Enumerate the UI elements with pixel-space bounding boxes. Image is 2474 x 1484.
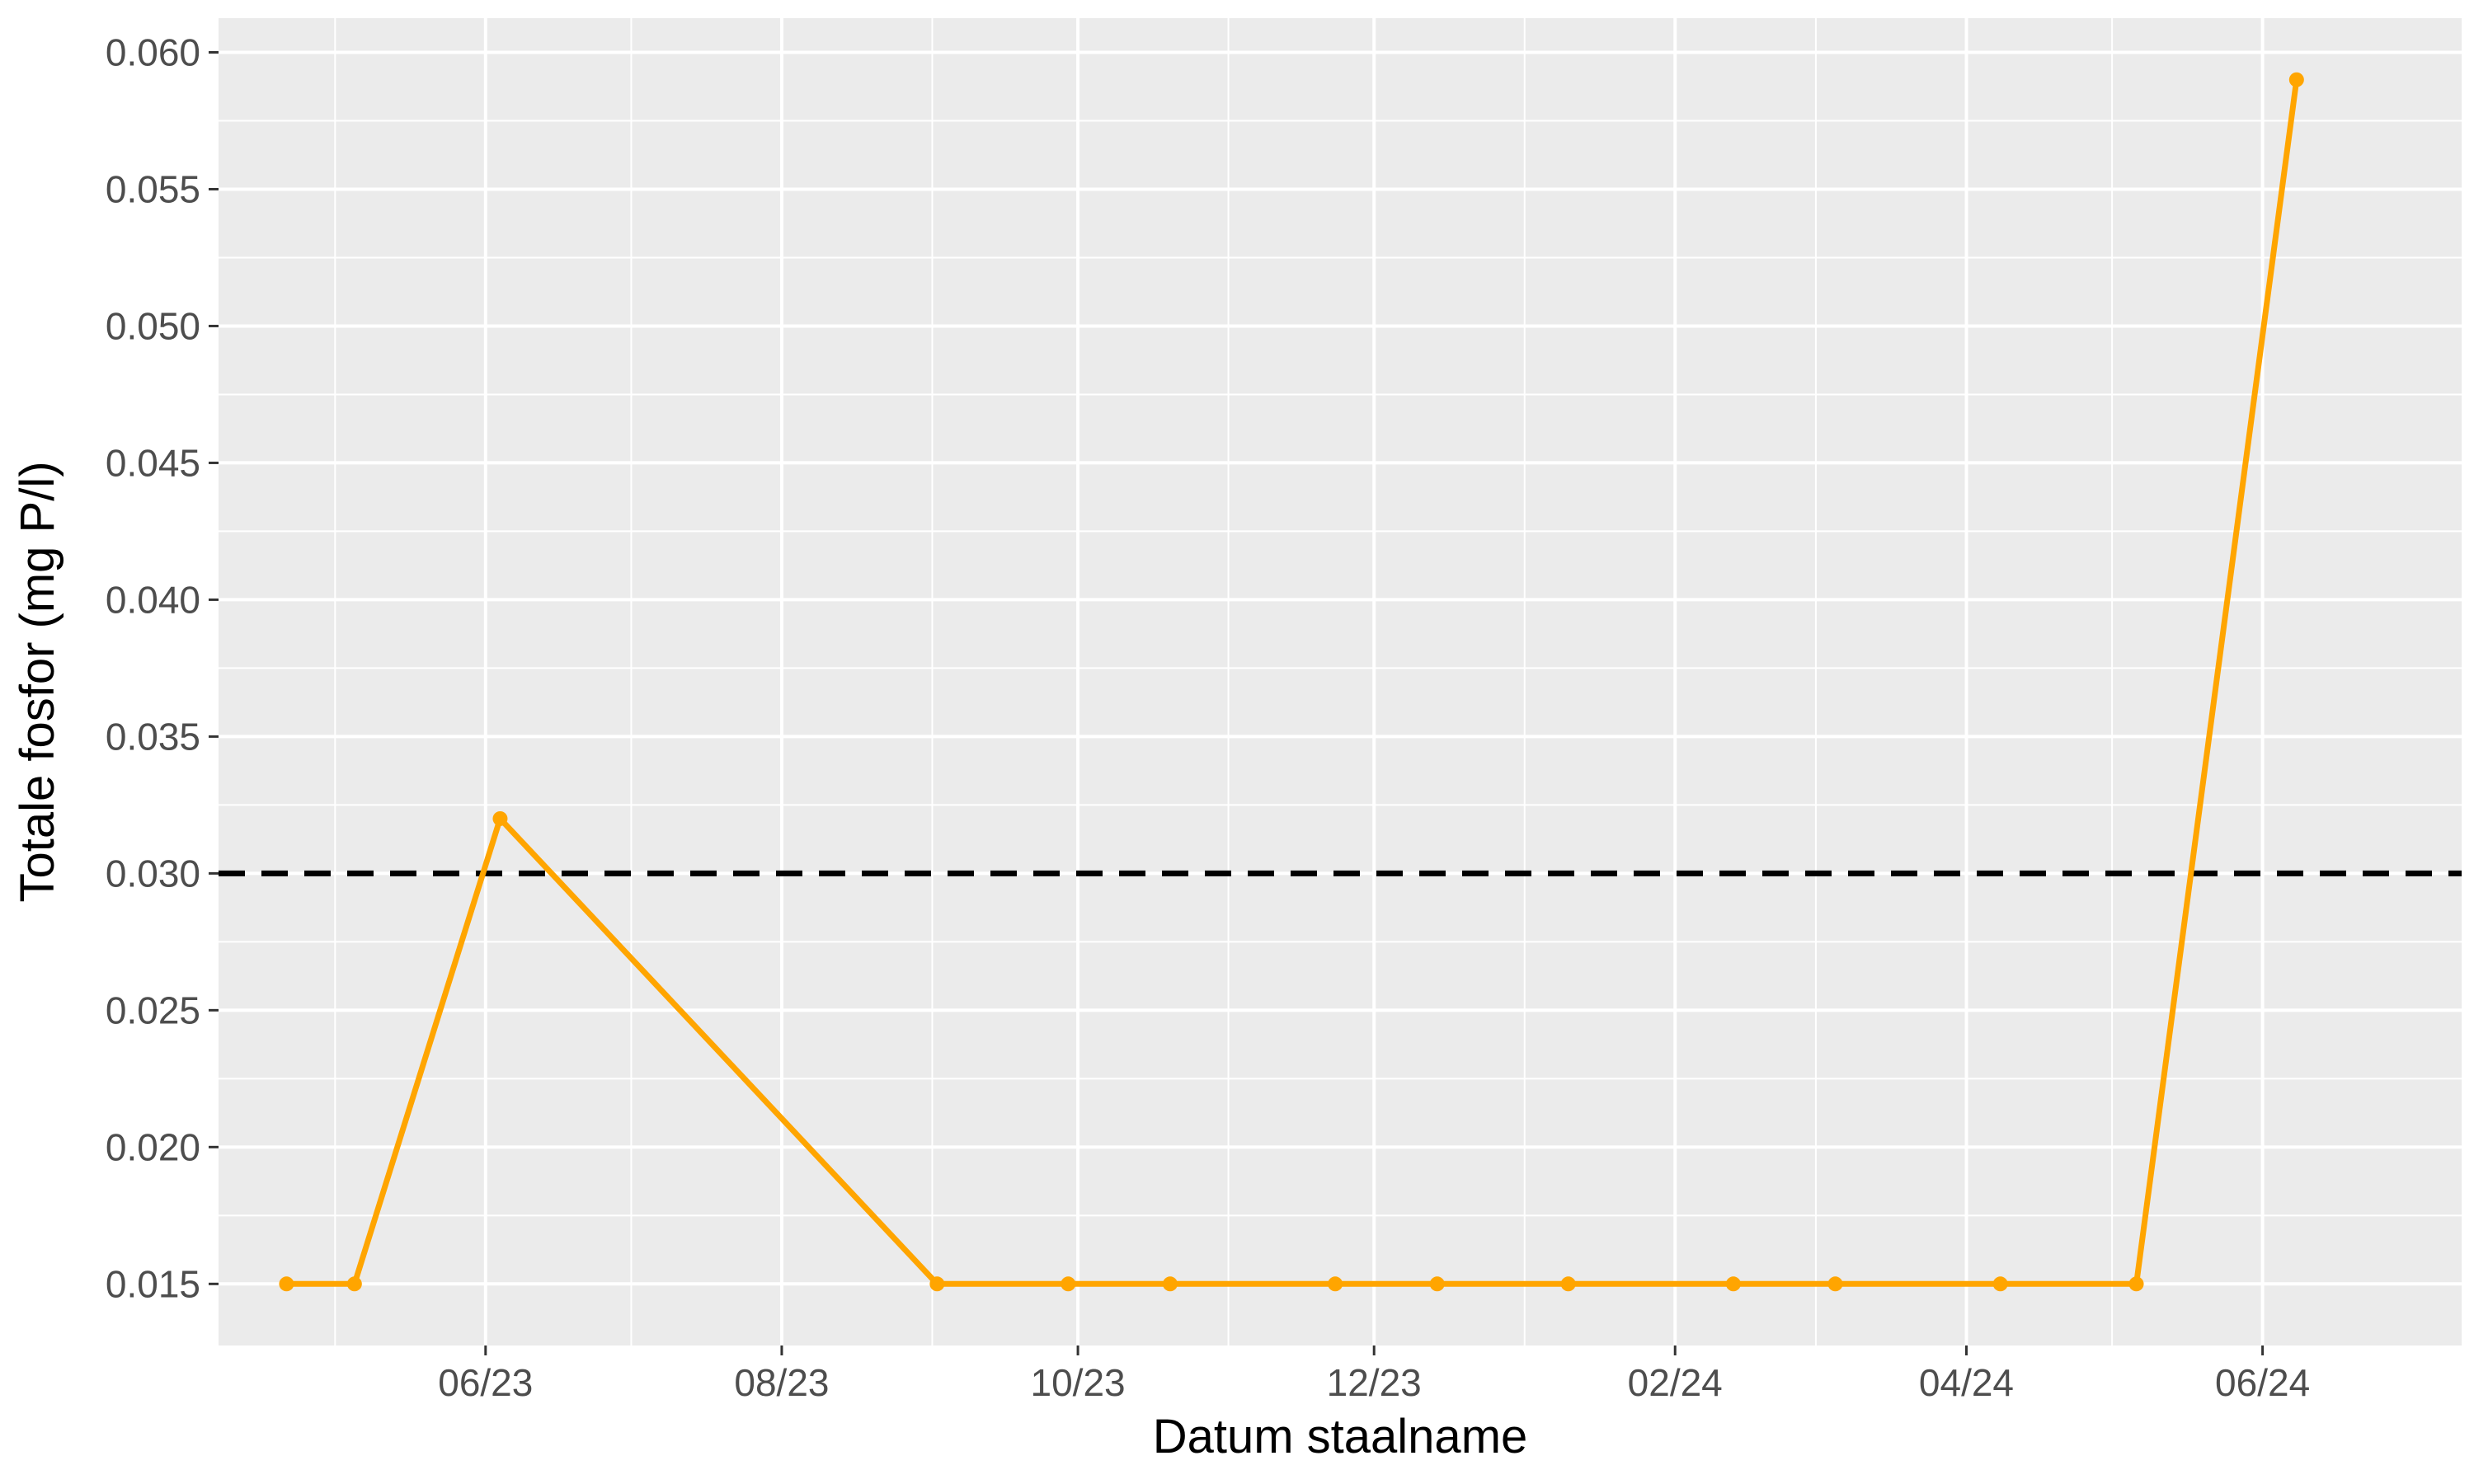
data-point bbox=[1429, 1276, 1445, 1292]
x-tick-label: 04/24 bbox=[1919, 1361, 2014, 1404]
data-points bbox=[279, 72, 2304, 1292]
data-point bbox=[1162, 1276, 1178, 1292]
x-tick-label: 02/24 bbox=[1628, 1361, 1723, 1404]
data-point bbox=[1827, 1276, 1843, 1292]
y-axis-title: Totale fosfor (mg P/l) bbox=[11, 461, 64, 902]
data-point bbox=[1061, 1276, 1076, 1292]
data-point bbox=[1725, 1276, 1741, 1292]
y-tick-label: 0.040 bbox=[106, 578, 200, 621]
data-point bbox=[1560, 1276, 1576, 1292]
data-point bbox=[2288, 72, 2304, 87]
y-tick-label: 0.060 bbox=[106, 31, 200, 73]
data-point bbox=[492, 810, 508, 826]
data-point bbox=[1992, 1276, 2008, 1292]
y-tick-label: 0.055 bbox=[106, 167, 200, 210]
minor-gridlines bbox=[219, 18, 2462, 1345]
data-point bbox=[2128, 1276, 2144, 1292]
y-tick-label: 0.025 bbox=[106, 989, 200, 1031]
y-tick-label: 0.035 bbox=[106, 715, 200, 758]
y-axis-ticks: 0.015 0.020 0.025 0.030 0.035 0.040 0.045 0.050… bbox=[106, 31, 219, 1305]
data-point bbox=[346, 1276, 362, 1292]
series-line bbox=[286, 79, 2300, 1287]
x-axis-title: Datum staalname bbox=[1153, 1410, 1528, 1463]
x-tick-label: 10/23 bbox=[1031, 1361, 1126, 1404]
x-tick-label: 06/23 bbox=[438, 1361, 533, 1404]
y-tick-label: 0.020 bbox=[106, 1125, 200, 1168]
x-tick-label: 06/24 bbox=[2215, 1361, 2310, 1404]
plot-panel bbox=[219, 18, 2462, 1345]
data-point bbox=[279, 1276, 294, 1292]
x-tick-label: 12/23 bbox=[1327, 1361, 1422, 1404]
x-axis-ticks: 06/23 08/23 10/23 12/23 02/24 04/24 06/24 bbox=[438, 1345, 2310, 1404]
x-tick-label: 08/23 bbox=[734, 1361, 829, 1404]
y-tick-label: 0.015 bbox=[106, 1262, 200, 1305]
data-point bbox=[1328, 1276, 1343, 1292]
y-tick-label: 0.050 bbox=[106, 304, 200, 347]
data-point bbox=[929, 1276, 945, 1292]
y-tick-label: 0.045 bbox=[106, 441, 200, 484]
y-tick-label: 0.030 bbox=[106, 852, 200, 895]
